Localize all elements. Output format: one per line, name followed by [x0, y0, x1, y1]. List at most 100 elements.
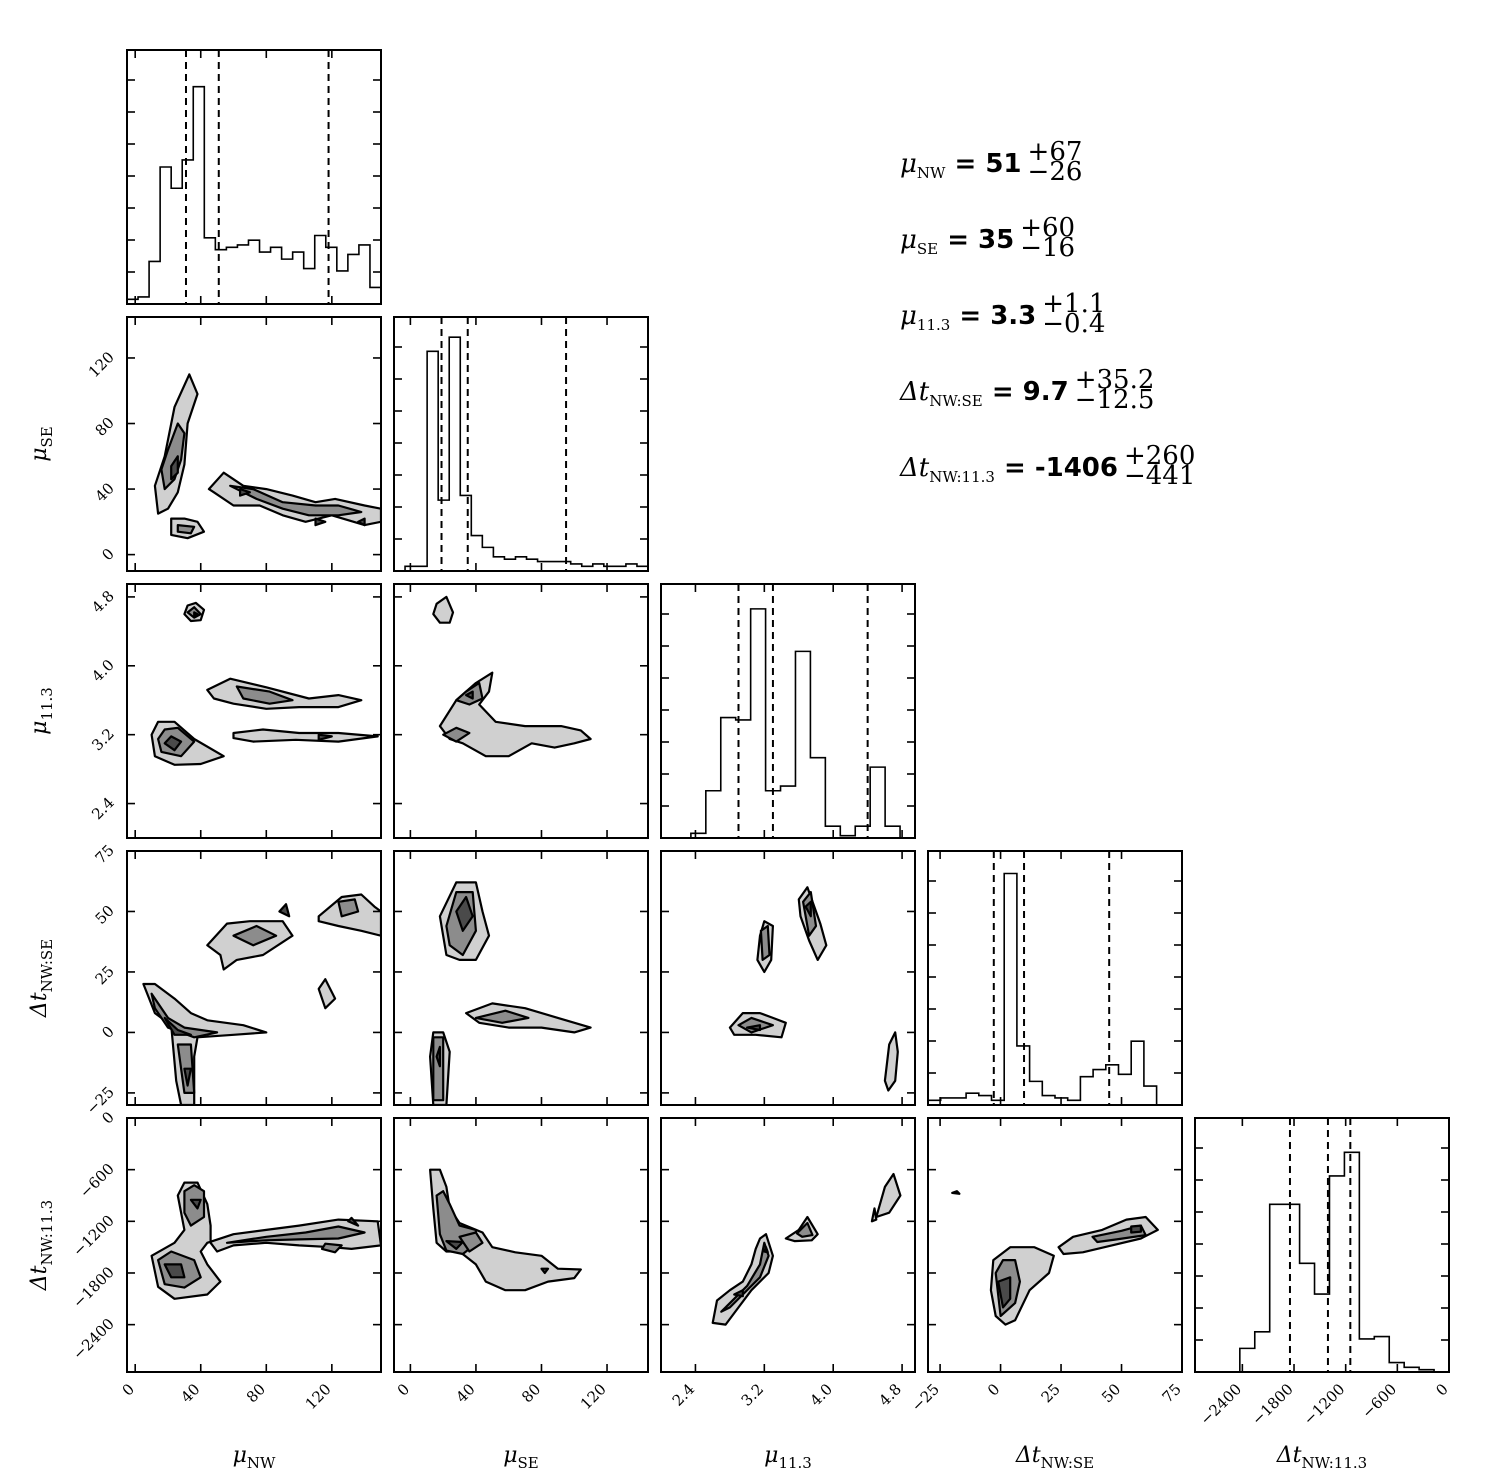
x-axis-label: μSE — [503, 1443, 539, 1469]
panel-frame — [393, 316, 649, 572]
x-axis-label: ΔtNW:11.3 — [1276, 1443, 1367, 1469]
summary-minus: −16 — [1020, 233, 1075, 263]
x-axis-label: μNW — [233, 1443, 276, 1469]
x-axis-label: ΔtNW:SE — [1015, 1443, 1094, 1469]
contour-level-2 — [229, 484, 363, 517]
y-tick-label: 0 — [98, 1023, 117, 1042]
x-axis-mu_se: 0 40 80 120 μSE — [394, 1380, 610, 1469]
summary-plus: +1.1 — [1042, 289, 1105, 319]
summary-plus: +60 — [1020, 213, 1075, 243]
contour-level-3 — [1130, 1224, 1143, 1234]
contour-level-1 — [317, 893, 381, 937]
contour-level-3 — [163, 1263, 186, 1279]
contour-level-1 — [317, 978, 337, 1010]
contour-panel-mu_113-dt_nw_113 — [660, 1117, 916, 1373]
panel-frame — [393, 850, 649, 1106]
contour-level-3 — [317, 733, 333, 741]
contour-level-1 — [432, 595, 455, 624]
contour-level-3 — [163, 735, 183, 752]
panel-frame — [660, 583, 916, 839]
y-axis-label: μSE — [27, 426, 56, 462]
summary-plus: +260 — [1124, 441, 1195, 471]
y-tick-label: −2400 — [69, 1315, 118, 1364]
x-tick-label: 120 — [302, 1380, 335, 1413]
summary-minus: −0.4 — [1042, 309, 1105, 339]
contour-level-3 — [189, 1198, 202, 1210]
x-tick-label: 40 — [177, 1380, 203, 1406]
contour-level-2 — [176, 523, 196, 535]
x-axis-dt_nw_113: −2400 −1800 −1200 −600 0 ΔtNW:11.3 — [1197, 1380, 1452, 1469]
contour-level-2 — [232, 924, 278, 947]
panel-frame — [393, 583, 649, 839]
x-tick-label: −600 — [1358, 1380, 1400, 1422]
y-tick-label: 75 — [92, 841, 118, 867]
contour-level-1 — [875, 1172, 902, 1219]
contour-panel-mu_nw-mu_113 — [126, 583, 382, 839]
x-tick-label: 0 — [984, 1380, 1003, 1399]
contour-level-2 — [432, 1036, 445, 1102]
y-tick-label: 3.2 — [88, 725, 118, 755]
summary-line: ΔtNW:11.3 = -1406 — [899, 453, 1118, 486]
panel-frame — [927, 850, 1183, 1106]
y-tick-label: 4.0 — [88, 656, 118, 686]
panel-frame — [126, 49, 382, 305]
x-tick-label: 75 — [1159, 1380, 1185, 1406]
contour-panel-mu_nw-dt_nw_113 — [126, 1117, 382, 1373]
x-tick-label: −2400 — [1197, 1380, 1246, 1429]
x-tick-label: 80 — [518, 1380, 544, 1406]
x-tick-label: 3.2 — [738, 1380, 768, 1410]
contour-level-3 — [193, 611, 199, 618]
contour-panel-mu_113-dt_nw_se — [660, 850, 916, 1106]
summary-minus: −441 — [1124, 461, 1195, 491]
summary-line: ΔtNW:SE = 9.7 — [899, 377, 1069, 410]
contour-level-2 — [442, 726, 471, 743]
summary-minus: −12.5 — [1075, 385, 1155, 415]
contour-level-2 — [150, 992, 219, 1039]
x-tick-label: 80 — [243, 1380, 269, 1406]
x-tick-label: 4.0 — [806, 1380, 836, 1410]
x-tick-label: 2.4 — [669, 1380, 699, 1410]
contour-level-3 — [314, 517, 327, 527]
contour-level-3 — [997, 1276, 1012, 1309]
contour-panel-dt_nw_se-dt_nw_113 — [927, 1117, 1183, 1373]
y-tick-label: 120 — [85, 348, 118, 381]
x-tick-label: −25 — [908, 1380, 943, 1415]
contour-level-3 — [804, 900, 812, 918]
y-axis-label: ΔtNW:SE — [27, 939, 56, 1018]
y-axis-label: ΔtNW:11.3 — [27, 1200, 56, 1291]
contour-level-2 — [225, 1225, 366, 1244]
hist-steps — [661, 608, 915, 838]
y-axis-mu_113: 2.4 3.2 4.0 4.8 μ11.3 — [27, 587, 118, 823]
contour-level-3 — [445, 1239, 464, 1251]
summary-plus: +67 — [1028, 137, 1083, 167]
hist-steps — [127, 85, 381, 304]
y-tick-label: −1200 — [69, 1211, 118, 1260]
y-tick-label: −1800 — [69, 1263, 118, 1312]
x-tick-label: 50 — [1098, 1380, 1124, 1406]
panel-frame — [660, 1117, 916, 1373]
contour-level-1 — [870, 1207, 878, 1223]
y-tick-label: 80 — [92, 414, 118, 440]
hist-panel-mu_se — [393, 316, 649, 572]
y-axis-mu_se: 0 40 80 120 μSE — [27, 348, 118, 564]
contour-level-1 — [206, 677, 363, 710]
y-axis-label: μ11.3 — [27, 687, 56, 735]
y-tick-label: 50 — [92, 902, 118, 928]
y-tick-label: 0 — [98, 1108, 117, 1127]
y-tick-label: 0 — [98, 545, 117, 564]
y-tick-label: 25 — [92, 962, 118, 988]
contour-panel-mu_nw-mu_se — [126, 316, 382, 572]
contour-level-2 — [458, 1231, 484, 1253]
contour-panel-mu_se-dt_nw_113 — [393, 1117, 649, 1373]
contour-level-3 — [278, 903, 291, 918]
x-tick-label: 4.8 — [875, 1380, 905, 1410]
contour-level-1 — [142, 982, 268, 1105]
y-tick-label: 4.8 — [88, 587, 118, 617]
summary-line: μNW = 51 — [900, 149, 1022, 182]
y-tick-label: −600 — [76, 1160, 118, 1202]
x-tick-label: 0 — [119, 1380, 138, 1399]
x-tick-label: 0 — [1432, 1380, 1451, 1399]
contour-level-1 — [232, 728, 379, 743]
y-tick-label: 2.4 — [88, 794, 118, 824]
